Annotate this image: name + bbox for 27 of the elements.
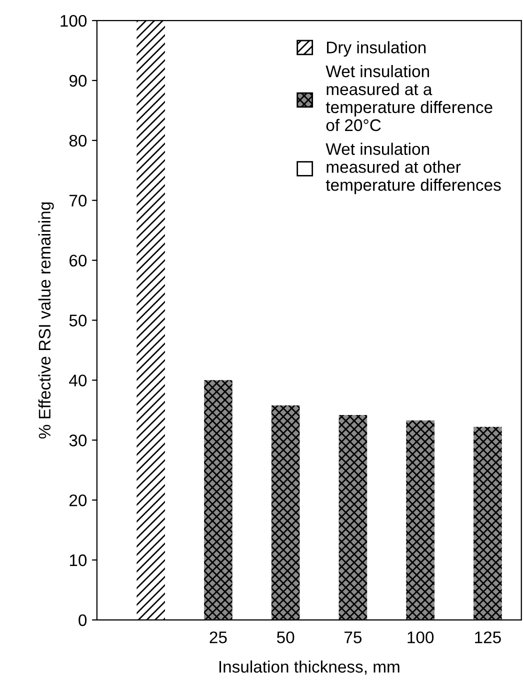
y-axis-title: % Effective RSI value remaining: [38, 202, 54, 439]
bar: [338, 414, 368, 620]
bar: [204, 380, 232, 620]
legend-label: Dry insulation: [327, 41, 426, 57]
legend-label: Wet insulation measured at other temperature differences: [326, 142, 501, 194]
bar: [406, 420, 434, 620]
x-tick-label: 125: [475, 631, 501, 644]
y-tick-label: 20: [70, 494, 87, 506]
x-axis-title: Insulation thickness, mm: [219, 660, 400, 675]
x-tick-label: 100: [408, 631, 434, 644]
x-tick-label: 75: [344, 632, 362, 644]
legend-label: Wet insulation measured at a temperature difference of 20°C: [326, 65, 492, 132]
y-tick-label: 0: [78, 614, 87, 626]
x-tick-label: 50: [276, 631, 294, 644]
y-tick-label: 90: [69, 74, 87, 87]
x-tick-label: 25: [210, 631, 227, 644]
y-tick-label: 60: [70, 254, 87, 267]
bar: [136, 20, 165, 620]
y-tick-label: 50: [69, 314, 87, 326]
y-tick-label: 40: [69, 374, 87, 386]
bar: [271, 405, 300, 620]
y-tick-label: 30: [69, 434, 87, 446]
bar: [474, 426, 502, 620]
y-tick-label: 10: [70, 554, 87, 566]
y-tick-label: 70: [70, 194, 87, 207]
y-tick-label: 80: [69, 134, 87, 147]
y-tick-label: 100: [60, 14, 87, 27]
